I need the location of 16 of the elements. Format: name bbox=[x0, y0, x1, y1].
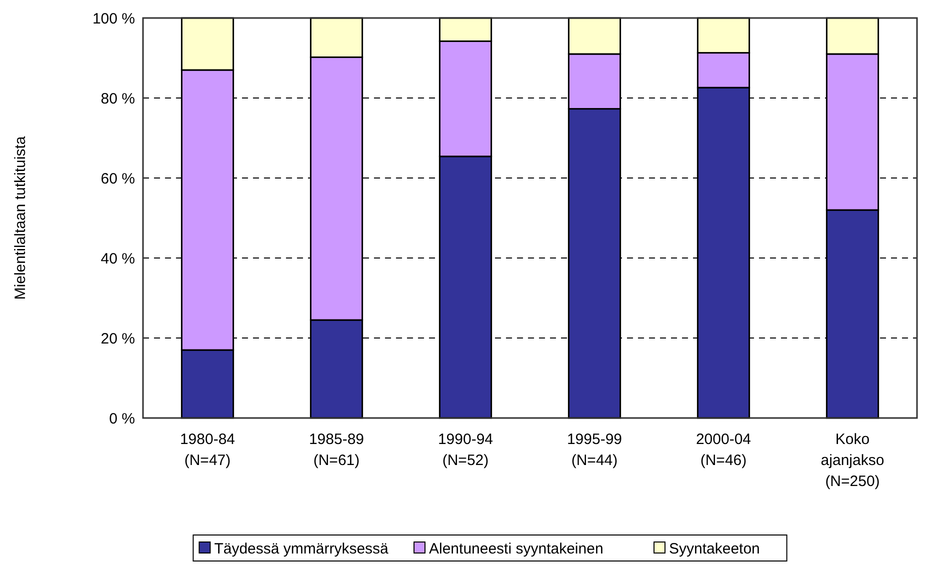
y-tick-label: 80 % bbox=[100, 90, 135, 108]
legend-label: Syyntakeeton bbox=[669, 540, 760, 558]
x-tick-label: 1985-89 (N=61) bbox=[308, 431, 364, 469]
y-tick-label: 100 % bbox=[92, 10, 135, 28]
y-axis-title: Mielentilaltaan tutkituista bbox=[12, 136, 29, 300]
y-tick-label: 0 % bbox=[109, 410, 135, 428]
legend-label: Alentuneesti syyntakeinen bbox=[429, 540, 604, 558]
y-tick-label: 60 % bbox=[100, 170, 135, 188]
x-tick-label: 1980-84 (N=47) bbox=[180, 431, 236, 469]
x-tick-label: 1995-99 (N=44) bbox=[566, 431, 622, 469]
y-tick-label: 20 % bbox=[100, 330, 135, 348]
y-tick-label: 40 % bbox=[100, 250, 135, 268]
x-tick-label: 2000-04 (N=46) bbox=[696, 431, 752, 469]
legend-label: Täydessä ymmärryksessä bbox=[214, 540, 390, 558]
x-tick-label: Koko ajanjakso (N=250) bbox=[820, 431, 884, 490]
x-tick-label: 1990-94 (N=52) bbox=[438, 431, 494, 469]
